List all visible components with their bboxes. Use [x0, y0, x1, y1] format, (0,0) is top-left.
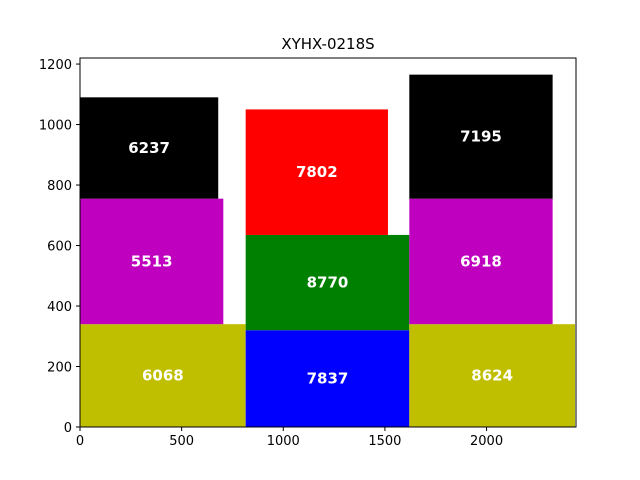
bar-3 [245, 330, 410, 427]
x-axis: 0 500 1000 1500 2000 [76, 427, 503, 449]
bar-labels-group: 6068 5513 6237 7837 8770 7802 8624 6918 7195 [128, 128, 513, 388]
x-tick-label-4: 2000 [470, 434, 503, 449]
x-tick-label-3: 1500 [368, 434, 401, 449]
bar-2 [80, 97, 219, 199]
y-tick-label-1: 200 [47, 361, 72, 376]
bar-8 [409, 74, 553, 199]
bar-label-2: 6237 [128, 139, 170, 157]
bar-label-0: 6068 [142, 367, 184, 385]
plot-frame [79, 57, 577, 428]
bar-1 [80, 198, 224, 325]
bar-label-8: 7195 [460, 128, 502, 146]
bars-group [80, 74, 575, 427]
y-tick-label-2: 400 [47, 300, 72, 315]
bar-label-3: 7837 [307, 370, 349, 388]
bar-label-1: 5513 [131, 252, 173, 270]
y-tick-label-3: 600 [47, 240, 72, 255]
y-tick-label-4: 800 [47, 179, 72, 194]
bar-label-5: 7802 [296, 163, 338, 181]
y-tick-label-5: 1000 [39, 119, 72, 134]
chart-title: XYHX-0218S [281, 35, 374, 53]
x-tick-label-0: 0 [76, 434, 84, 449]
y-tick-label-0: 0 [64, 421, 72, 436]
bar-4 [245, 234, 410, 331]
bar-label-6: 8624 [471, 367, 513, 385]
y-axis: 0 200 400 600 800 1000 1200 [39, 58, 80, 436]
bar-label-4: 8770 [307, 274, 349, 292]
bar-0 [80, 324, 246, 427]
bar-7 [409, 198, 553, 325]
y-tick-label-6: 1200 [39, 58, 72, 73]
bar-label-7: 6918 [460, 252, 502, 270]
bar-5 [245, 109, 388, 235]
x-tick-label-2: 1000 [267, 434, 300, 449]
x-tick-label-1: 500 [169, 434, 194, 449]
bar-6 [409, 324, 575, 427]
